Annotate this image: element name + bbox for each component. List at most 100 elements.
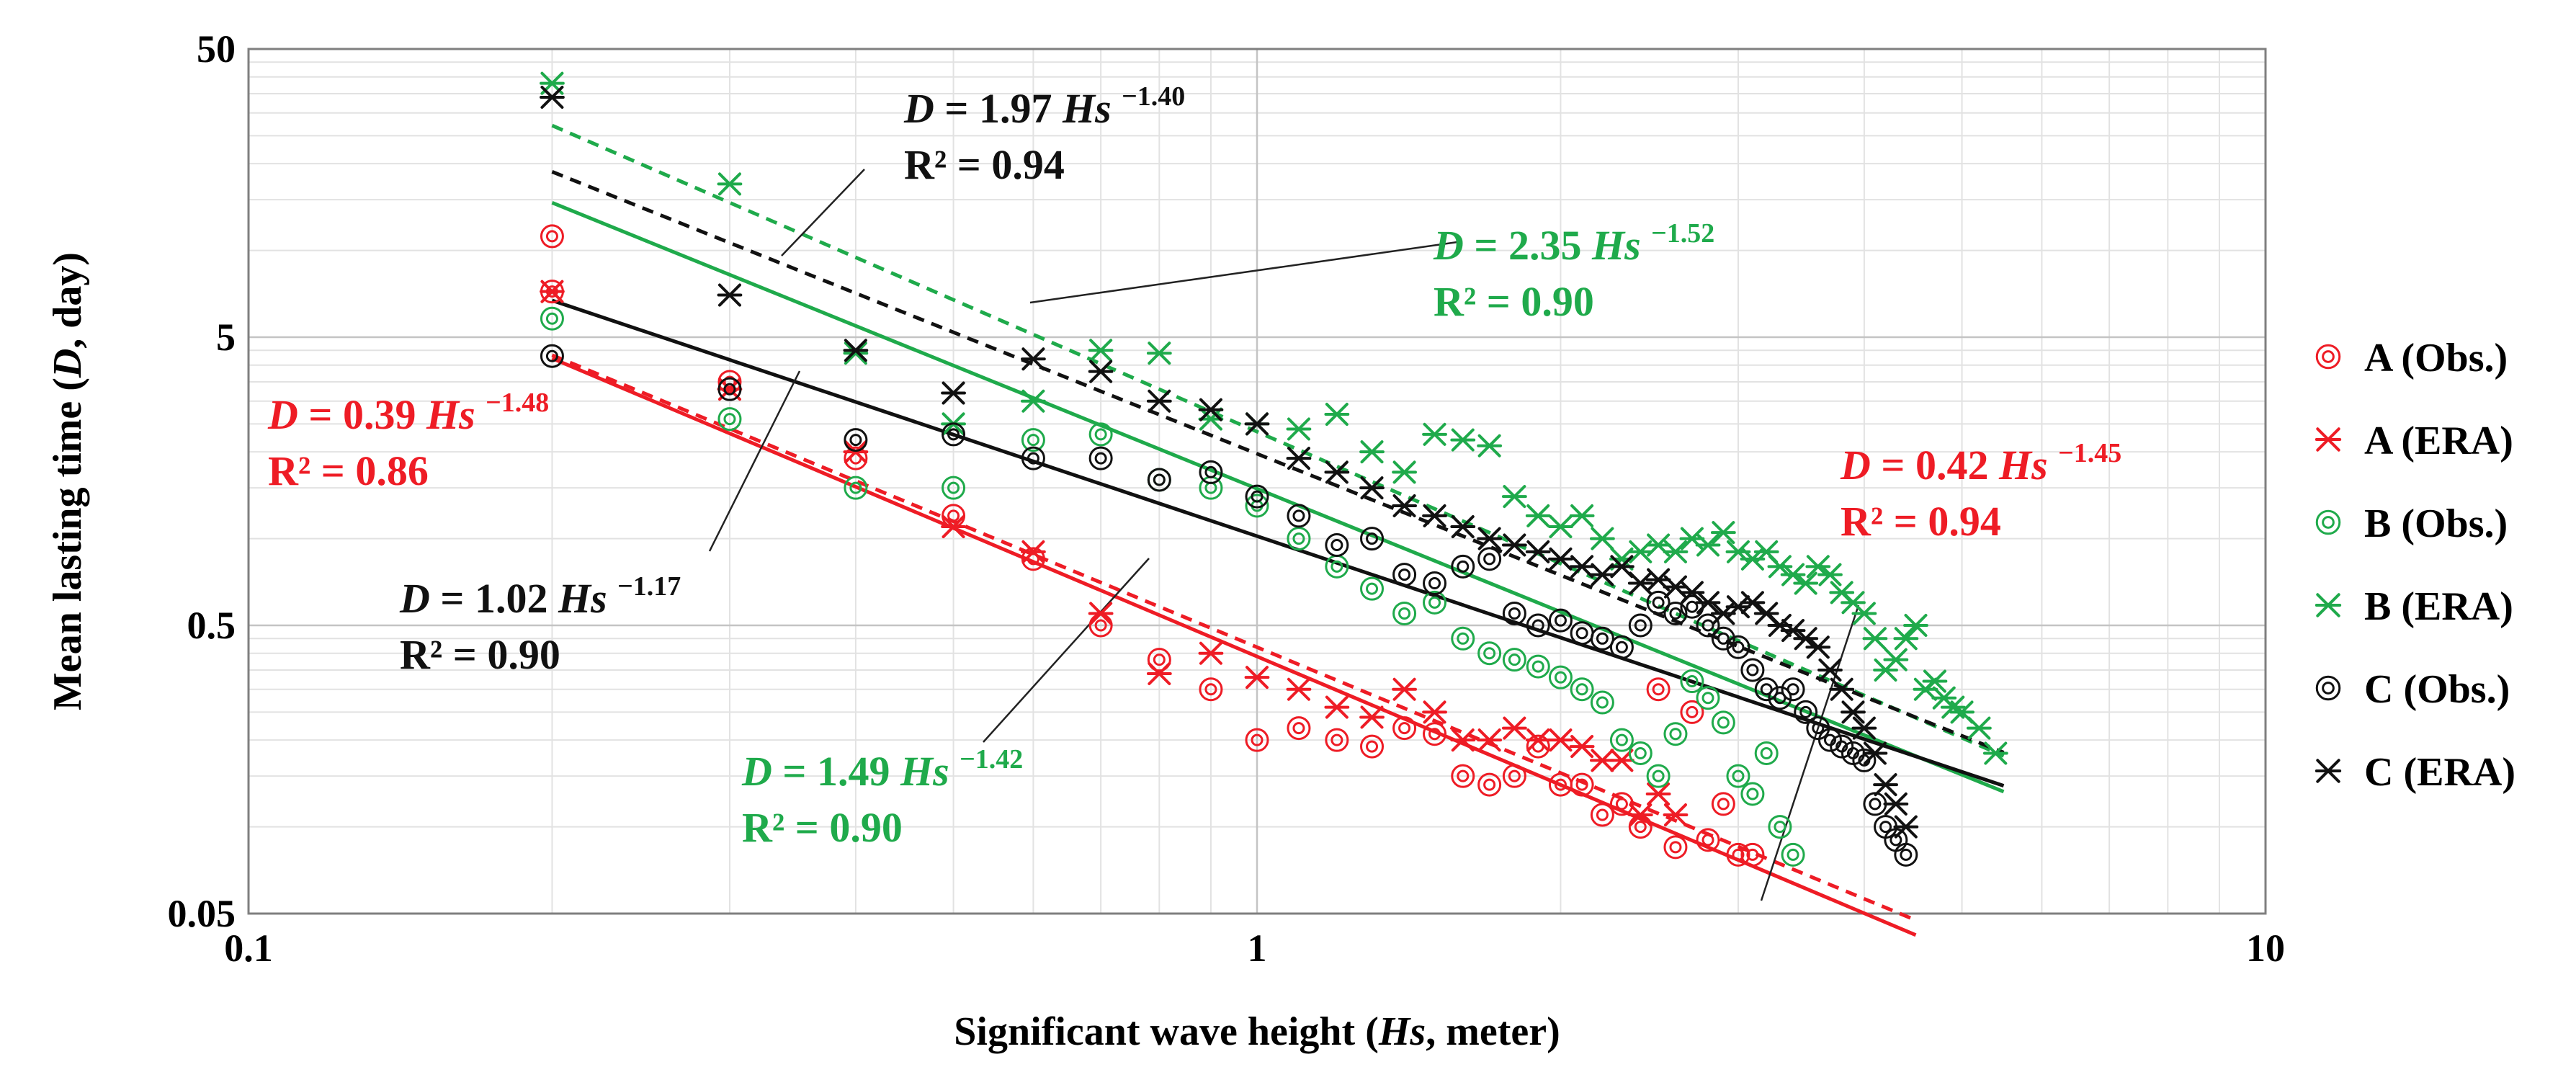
b-era-point: [1893, 627, 1919, 651]
c-obs-point-outer: [1781, 677, 1805, 702]
b-obs-point: [1740, 782, 1765, 806]
a-obs-point-outer: [1609, 792, 1634, 816]
a-obs-point-inner: [1251, 733, 1264, 746]
eq-a-obs-equation: D = 0.39 Hs −1.48: [267, 388, 549, 438]
b-obs-point-inner: [1746, 787, 1759, 800]
eq-b-obs-r2: R² = 0.90: [742, 804, 903, 851]
c-obs-point: [1806, 716, 1830, 741]
c-obs-point-outer: [1754, 677, 1779, 702]
y-axis-title-before: Mean lasting time (: [45, 378, 90, 710]
b-obs-point-outer: [1451, 626, 1475, 651]
c-obs-point-inner: [1652, 596, 1665, 609]
a-obs-point-outer: [540, 224, 564, 249]
a-obs-point-outer: [1726, 842, 1750, 867]
c-obs-point-outer: [1711, 626, 1735, 651]
c-obs-point: [1021, 446, 1045, 470]
a-obs-point-inner: [1717, 798, 1730, 811]
c-obs-point: [844, 428, 868, 452]
c-obs-point-outer: [1696, 613, 1720, 638]
c-obs-point-outer: [1088, 446, 1113, 470]
b-era-point: [717, 172, 743, 196]
a-obs-point-inner: [1094, 619, 1107, 632]
a-obs-point: [717, 370, 742, 394]
c-obs-point-inner: [1786, 683, 1799, 696]
c-obs-point-inner: [1717, 632, 1730, 645]
b-era-point: [1780, 563, 1806, 586]
a-obs-point-outer: [1590, 803, 1614, 827]
a-obs-point-inner: [1634, 821, 1647, 834]
c-era-point: [1422, 504, 1447, 527]
b-obs-point: [1590, 690, 1614, 715]
c-obs-point-inner: [1554, 614, 1567, 627]
a-obs-point: [1570, 772, 1594, 797]
c-obs-point-outer: [1726, 635, 1750, 659]
legend-a-era-label: A (ERA): [2364, 419, 2513, 463]
eq-c-era: D = 1.97 Hs −1.40 R² = 0.94: [903, 81, 1185, 188]
b-obs-point: [1781, 842, 1805, 867]
a-obs-point-outer: [1502, 764, 1526, 788]
a-obs-point: [1646, 677, 1671, 702]
c-obs-point-inner: [1879, 821, 1892, 834]
c-era-point: [1740, 591, 1766, 615]
c-era-point: [1477, 527, 1503, 550]
a-era-point: [1088, 602, 1114, 625]
c-obs-point-inner: [723, 383, 736, 396]
b-obs-point-inner: [1531, 660, 1544, 673]
equation-leader-lines: [708, 169, 1860, 901]
c-obs-point-outer: [1287, 504, 1311, 528]
b-obs-point-outer: [1570, 677, 1594, 702]
a-era-point: [1525, 728, 1551, 752]
a-obs-point-inner: [1366, 740, 1379, 753]
a-era-point: [1392, 677, 1417, 701]
b-era-point: [1359, 440, 1385, 464]
b-obs-point-outer: [942, 476, 966, 500]
eq-b-era-equation: D = 2.35 Hs −1.52: [1433, 218, 1714, 269]
a-obs-point-inner: [1398, 722, 1411, 735]
c-era-point: [540, 85, 565, 109]
b-obs-point-outer: [1646, 764, 1671, 788]
b-obs-point: [1726, 764, 1750, 788]
legend-c-obs-label: C (Obs.): [2364, 667, 2510, 712]
c-obs-point: [1502, 601, 1526, 625]
b-obs-point-inner: [1774, 821, 1786, 834]
a-obs-point-inner: [1701, 834, 1714, 847]
trend-c-era: [551, 170, 2005, 754]
eq-a-era: D = 0.42 Hs −1.45 R² = 0.94: [1840, 438, 2121, 545]
c-obs-point-outer: [1894, 842, 1918, 867]
c-obs-point-inner: [1869, 798, 1882, 811]
a-obs-point-outer: [1245, 728, 1269, 752]
c-obs-point-outer: [942, 422, 966, 447]
a-obs-point-inner: [1746, 848, 1759, 861]
b-obs-point-outer: [1360, 576, 1385, 601]
c-obs-point: [1477, 547, 1502, 571]
b-era-point: [1922, 669, 1948, 693]
b-era-point: [1589, 527, 1615, 550]
c-obs-point-outer: [1526, 613, 1550, 638]
c-obs-point: [1526, 613, 1550, 638]
c-obs-point-outer: [1325, 532, 1349, 557]
c-obs-point-inner: [1153, 473, 1166, 486]
c-obs-point-outer: [1628, 613, 1653, 638]
c-era-point: [941, 381, 966, 405]
c-obs-point-inner: [1596, 632, 1609, 645]
c-obs-point-outer: [1199, 460, 1223, 484]
a-obs-point-outer: [1663, 835, 1688, 860]
eq-b-era-r2: R² = 0.90: [1434, 278, 1594, 325]
c-obs-point-outer: [1477, 547, 1502, 571]
trend-a-obs: [551, 357, 1917, 937]
b-obs-point-outer: [717, 407, 742, 432]
c-obs-point-outer: [1423, 571, 1447, 596]
b-obs-point-inner: [545, 312, 558, 325]
y-axis-title: Mean lasting time (D, day): [45, 252, 90, 710]
x-tick-label: 1: [1248, 927, 1267, 970]
series-a-obs: [540, 224, 1765, 867]
c-obs-point: [1088, 446, 1113, 470]
b-obs-point: [1392, 601, 1417, 625]
c-obs-point-inner: [545, 349, 558, 362]
a-era-point: [1021, 540, 1046, 563]
b-obs-point: [1451, 626, 1475, 651]
eq-hs: Hs: [426, 391, 486, 438]
c-era-point: [1198, 398, 1224, 421]
a-obs-point-inner: [1153, 653, 1166, 666]
eq-exponent: −1.42: [960, 744, 1023, 775]
